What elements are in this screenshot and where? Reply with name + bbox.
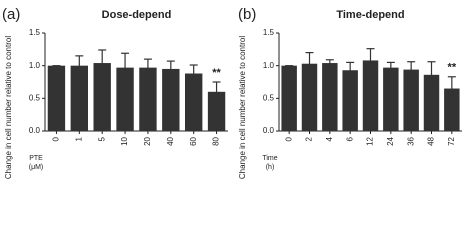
- x-tick-label: 24: [386, 136, 395, 145]
- bar: [301, 63, 318, 131]
- x-tick-label: 1: [74, 136, 83, 141]
- bar: [322, 63, 338, 132]
- bar: [47, 65, 66, 131]
- chart-title: Time-depend: [336, 9, 404, 21]
- figure: (a) Dose-depend Change in cell number rela…: [2, 6, 462, 179]
- x-tick-label: 80: [212, 136, 221, 145]
- bar: [70, 65, 89, 131]
- x-tick-label: 2: [305, 136, 314, 141]
- y-tick-label: 1.5: [263, 28, 275, 37]
- bar: [444, 88, 460, 131]
- panel-label: (b): [238, 6, 256, 23]
- x-tick-label: 0: [52, 136, 61, 141]
- x-tick-label: 6: [345, 136, 354, 141]
- x-tick-label: 10: [120, 136, 129, 145]
- bar: [362, 60, 379, 131]
- bar: [342, 70, 358, 131]
- y-tick-label: 0.5: [263, 93, 275, 102]
- annotation: **: [212, 67, 221, 79]
- panel-label: (a): [2, 6, 20, 23]
- bar: [281, 65, 297, 131]
- bar: [116, 67, 134, 131]
- x-axis-label: (h): [266, 164, 275, 171]
- x-tick-label: 36: [406, 136, 415, 145]
- x-tick-label: 60: [189, 136, 198, 145]
- bar: [93, 63, 111, 132]
- x-axis-label: Time: [262, 155, 277, 162]
- x-tick-label: 40: [166, 136, 175, 145]
- bar: [162, 68, 180, 131]
- y-tick-label: 1.5: [29, 28, 41, 37]
- chart-title: Dose-depend: [102, 9, 172, 21]
- bar: [184, 73, 203, 131]
- annotation: **: [448, 62, 457, 74]
- bar: [383, 67, 399, 131]
- y-axis-label: Change in cell number relative to contro…: [238, 36, 247, 179]
- x-tick-label: 20: [143, 136, 152, 145]
- y-tick-label: 0.0: [263, 126, 275, 135]
- x-axis-label: (μM): [29, 164, 44, 171]
- x-tick-label: 48: [427, 136, 436, 145]
- y-tick-label: 1.0: [29, 61, 41, 70]
- x-tick-label: 0: [284, 136, 293, 141]
- bar: [207, 91, 226, 131]
- x-tick-label: 4: [325, 136, 334, 141]
- bar: [403, 69, 419, 131]
- y-tick-label: 1.0: [263, 61, 275, 70]
- y-tick-label: 0.0: [29, 126, 41, 135]
- y-tick-label: 0.5: [29, 93, 41, 102]
- x-tick-label: 72: [447, 136, 456, 145]
- y-axis-label: Change in cell number relative to contro…: [4, 36, 13, 179]
- x-tick-label: 5: [97, 136, 106, 141]
- x-tick-label: 12: [366, 136, 375, 145]
- bar: [423, 74, 440, 131]
- bar: [139, 67, 157, 131]
- x-axis-label: PTE: [29, 155, 43, 162]
